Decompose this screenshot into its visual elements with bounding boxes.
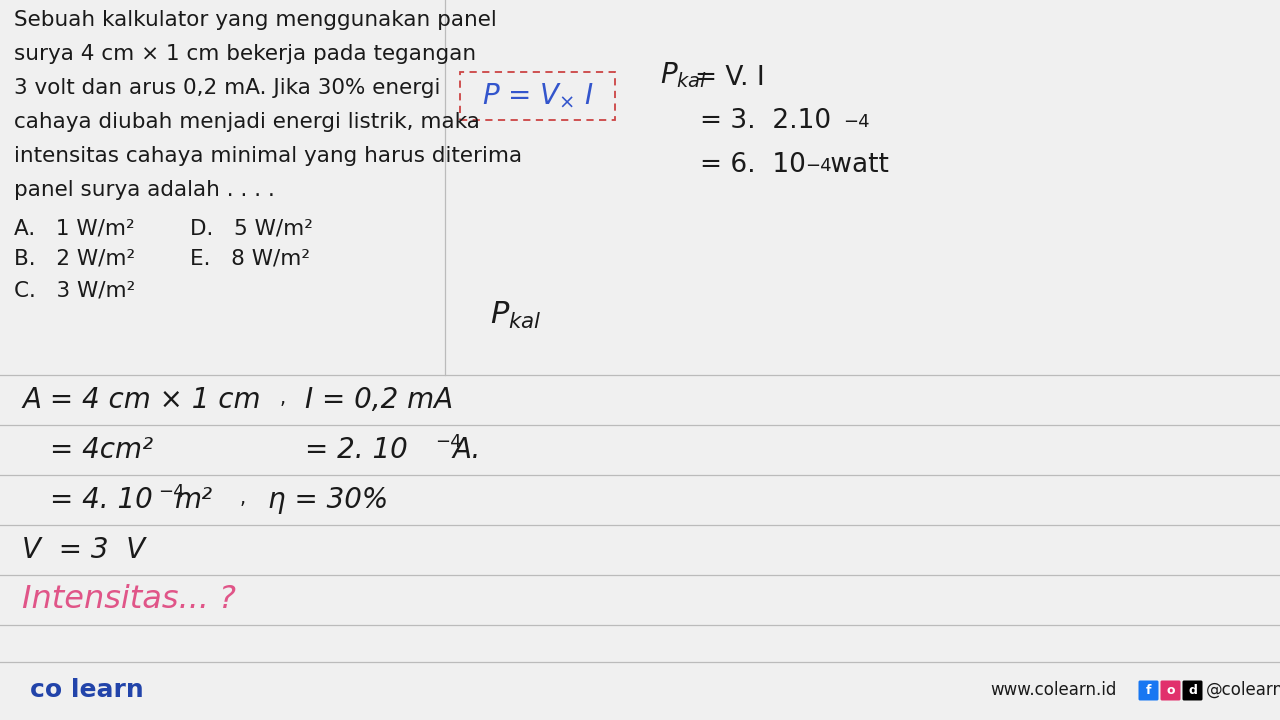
Text: −4: −4	[805, 157, 832, 175]
Text: watt: watt	[822, 152, 888, 178]
FancyBboxPatch shape	[1183, 680, 1202, 701]
Text: ,: ,	[280, 389, 287, 408]
Text: m²: m²	[174, 486, 212, 514]
Text: $P_{kal}$: $P_{kal}$	[490, 300, 541, 331]
FancyBboxPatch shape	[1161, 680, 1180, 701]
Text: $P_{kal}$: $P_{kal}$	[660, 60, 708, 90]
Text: = 3.  2.10: = 3. 2.10	[700, 108, 831, 134]
Text: $\it{P}$ = $\it{V_{\times}}$ $\it{I}$: $\it{P}$ = $\it{V_{\times}}$ $\it{I}$	[481, 81, 594, 110]
Text: www.colearn.id: www.colearn.id	[989, 681, 1116, 699]
Text: −4: −4	[157, 483, 184, 501]
Text: A = 4 cm × 1 cm: A = 4 cm × 1 cm	[22, 386, 261, 414]
Text: D.   5 W/m²: D. 5 W/m²	[189, 218, 312, 238]
Text: E.   8 W/m²: E. 8 W/m²	[189, 249, 310, 269]
Text: co learn: co learn	[29, 678, 143, 702]
Text: surya 4 cm × 1 cm bekerja pada tegangan: surya 4 cm × 1 cm bekerja pada tegangan	[14, 44, 476, 64]
Text: C.   3 W/m²: C. 3 W/m²	[14, 280, 136, 300]
Text: intensitas cahaya minimal yang harus diterima: intensitas cahaya minimal yang harus dit…	[14, 146, 522, 166]
Text: = 4cm²: = 4cm²	[50, 436, 154, 464]
Text: 3 volt dan arus 0,2 mA. Jika 30% energi: 3 volt dan arus 0,2 mA. Jika 30% energi	[14, 78, 440, 98]
Text: @colearn.id: @colearn.id	[1206, 681, 1280, 699]
Text: I = 0,2 mA: I = 0,2 mA	[305, 386, 453, 414]
Text: V  = 3  V: V = 3 V	[22, 536, 145, 564]
Text: −4: −4	[844, 113, 869, 131]
Text: η = 30%: η = 30%	[268, 486, 388, 514]
Text: cahaya diubah menjadi energi listrik, maka: cahaya diubah menjadi energi listrik, ma…	[14, 112, 480, 132]
Text: Sebuah kalkulator yang menggunakan panel: Sebuah kalkulator yang menggunakan panel	[14, 10, 497, 30]
Text: A.   1 W/m²: A. 1 W/m²	[14, 218, 134, 238]
Text: B.   2 W/m²: B. 2 W/m²	[14, 249, 136, 269]
Text: −4: −4	[435, 433, 462, 451]
FancyBboxPatch shape	[1138, 680, 1158, 701]
Text: f: f	[1146, 683, 1151, 696]
Text: A.: A.	[452, 436, 480, 464]
Text: d: d	[1188, 683, 1197, 696]
Text: = V. I: = V. I	[695, 65, 764, 91]
Text: ,: ,	[241, 488, 246, 508]
Text: panel surya adalah . . . .: panel surya adalah . . . .	[14, 180, 275, 200]
Text: = 4. 10: = 4. 10	[50, 486, 152, 514]
Text: = 2. 10: = 2. 10	[305, 436, 408, 464]
Text: Intensitas... ?: Intensitas... ?	[22, 585, 236, 616]
Text: = 6.  10: = 6. 10	[700, 152, 806, 178]
Text: o: o	[1166, 683, 1175, 696]
